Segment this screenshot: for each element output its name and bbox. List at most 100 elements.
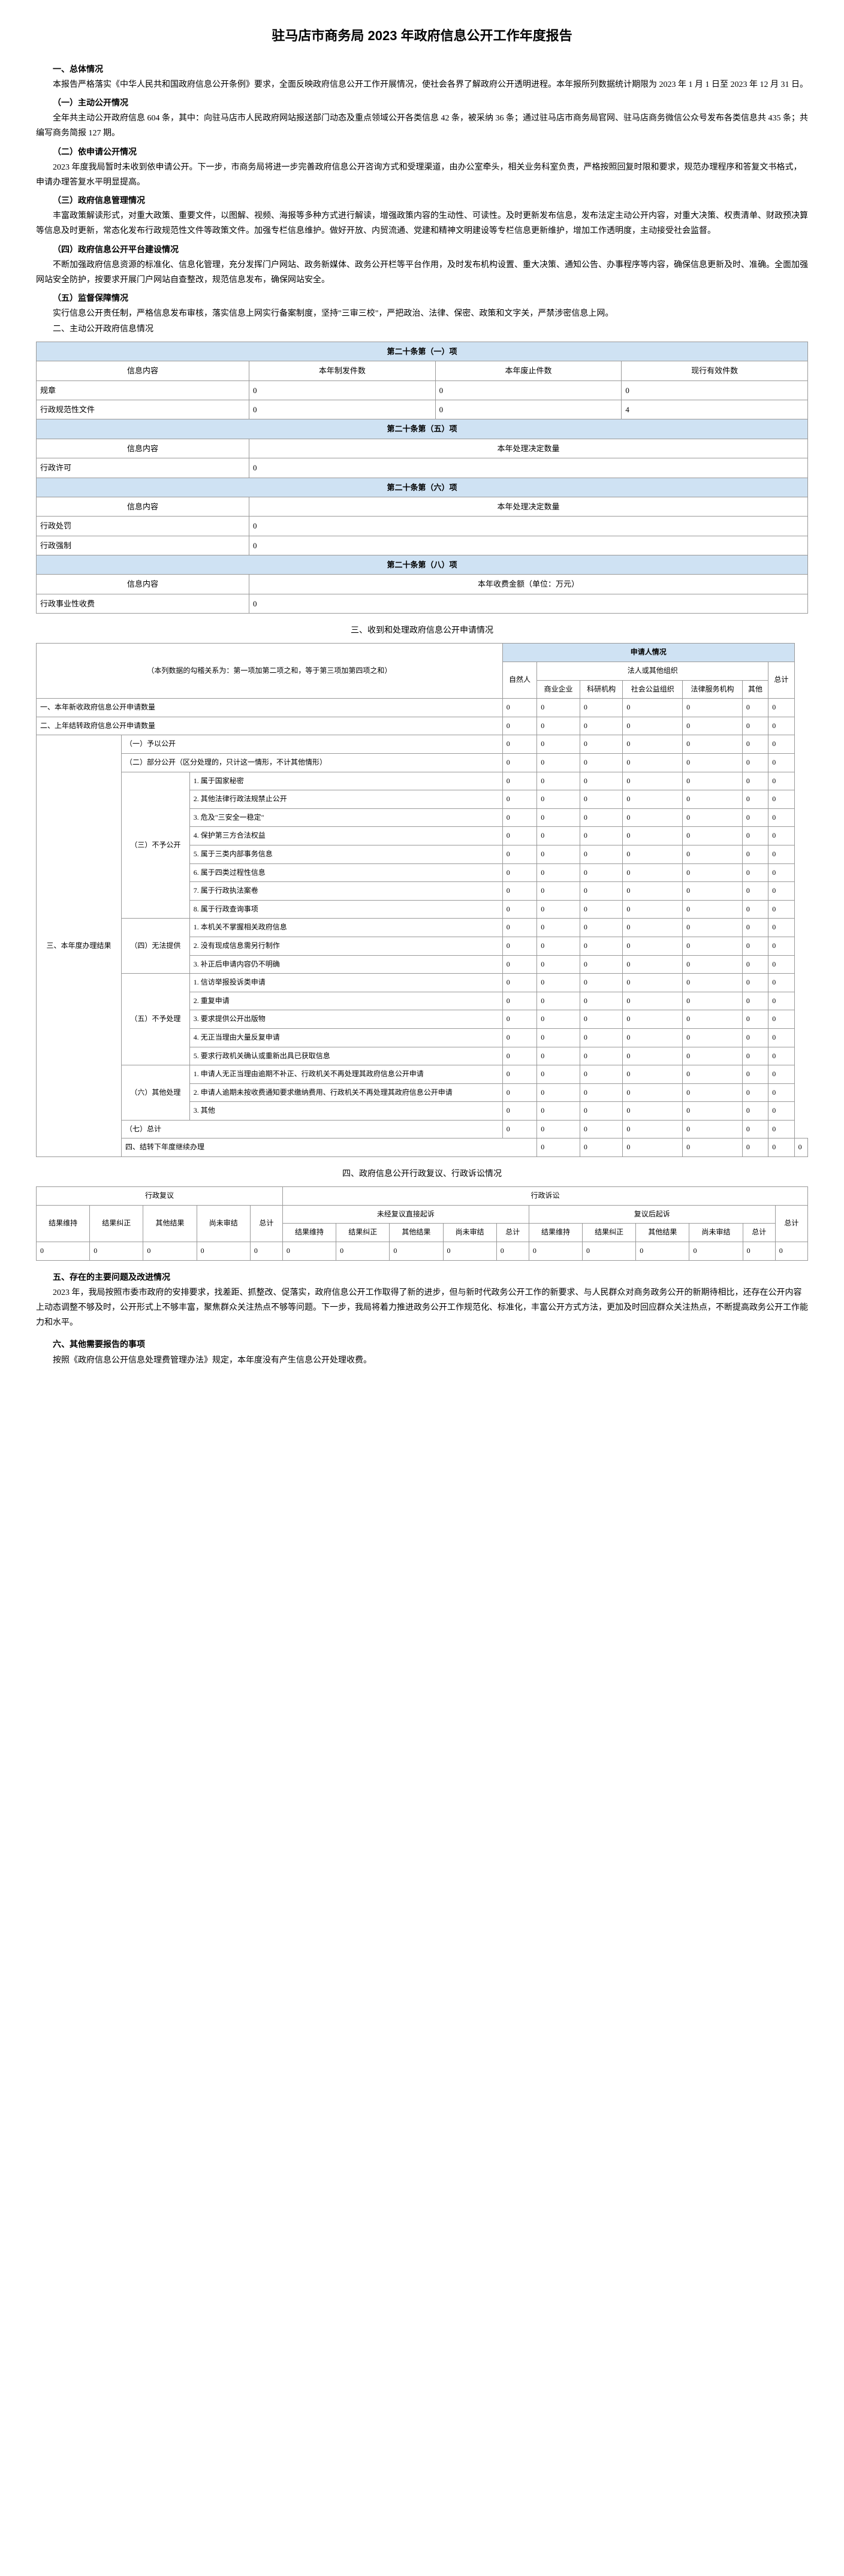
col-header: 法律服务机构 xyxy=(683,680,743,699)
col-header: 本年制发件数 xyxy=(249,361,436,380)
section-3-title: 三、收到和处理政府信息公开申请情况 xyxy=(36,623,808,638)
table-header: 第二十条第（八）项 xyxy=(37,555,808,575)
table-row: （六）其他处理1. 申请人无正当理由逾期不补正、行政机关不再处理其政府信息公开申… xyxy=(37,1065,808,1084)
row-label: 二、上年结转政府信息公开申请数量 xyxy=(37,717,503,735)
col-header: 结果维持 xyxy=(529,1224,582,1242)
row-label: 2. 申请人逾期未按收费通知要求缴纳费用、行政机关不再处理其政府信息公开申请 xyxy=(189,1083,502,1102)
row-label: 8. 属于行政查询事项 xyxy=(189,900,502,919)
row-label: 3. 要求提供公开出版物 xyxy=(189,1010,502,1029)
col-header: 结果纠正 xyxy=(583,1224,636,1242)
col-header: 本年处理决定数量 xyxy=(249,497,808,516)
row-label: 1. 申请人无正当理由逾期不补正、行政机关不再处理其政府信息公开申请 xyxy=(189,1065,502,1084)
row-label: 6. 属于四类过程性信息 xyxy=(189,863,502,882)
section-6-title: 六、其他需要报告的事项 xyxy=(36,1337,808,1352)
col-header: 信息内容 xyxy=(37,497,249,516)
table-row: （三）不予公开1. 属于国家秘密0000000 xyxy=(37,772,808,790)
subgroup-label: （五）不予处理 xyxy=(121,974,189,1065)
col-header: 信息内容 xyxy=(37,575,249,594)
row-label: 一、本年新收政府信息公开申请数量 xyxy=(37,699,503,717)
table-row: 规章000 xyxy=(37,380,808,400)
table-row: （七）总计0000000 xyxy=(37,1120,808,1138)
subsection-1-5-body: 实行信息公开责任制，严格信息发布审核，落实信息上网实行备案制度，坚持"三审三校"… xyxy=(36,306,808,321)
row-label: 2. 其他法律行政法规禁止公开 xyxy=(189,790,502,809)
table-row: （四）无法提供1. 本机关不掌握相关政府信息0000000 xyxy=(37,919,808,937)
subgroup-label: （六）其他处理 xyxy=(121,1065,189,1121)
col-header: 信息内容 xyxy=(37,439,249,458)
section-1-title: 一、总体情况 xyxy=(36,62,808,77)
row-label: （一）予以公开 xyxy=(121,735,502,754)
subsection-1-1-body: 全年共主动公开政府信息 604 条，其中：向驻马店市人民政府网站报送部门动态及重… xyxy=(36,111,808,141)
subgroup-label: （三）不予公开 xyxy=(121,772,189,919)
subsection-1-1-title: （一）主动公开情况 xyxy=(36,96,808,111)
col-header: 本年处理决定数量 xyxy=(249,439,808,458)
row-label: 2. 重复申请 xyxy=(189,992,502,1010)
section-2-title: 二、主动公开政府信息情况 xyxy=(36,322,808,337)
direct-header: 未经复议直接起诉 xyxy=(282,1205,529,1224)
col-header: 结果纠正 xyxy=(336,1224,390,1242)
col-header: 其他 xyxy=(742,680,768,699)
col-header: 总计 xyxy=(743,1224,775,1242)
col-header: 其他结果 xyxy=(143,1205,197,1242)
subsection-1-2-title: （二）依申请公开情况 xyxy=(36,145,808,160)
col-header: 尚未审结 xyxy=(443,1224,496,1242)
subsection-1-4-body: 不断加强政府信息资源的标准化、信息化管理，充分发挥门户网站、政务新媒体、政务公开… xyxy=(36,258,808,288)
table-row: 二、上年结转政府信息公开申请数量0000000 xyxy=(37,717,808,735)
section-4-title: 四、政府信息公开行政复议、行政诉讼情况 xyxy=(36,1167,808,1182)
section-5-body: 2023 年，我局按照市委市政府的安排要求，找差距、抓整改、促落实，政府信息公开… xyxy=(36,1285,808,1331)
row-label: 2. 没有现成信息需另行制作 xyxy=(189,937,502,955)
table-header: 第二十条第（六）项 xyxy=(37,478,808,497)
row-label: 5. 要求行政机关确认或重新出具已获取信息 xyxy=(189,1047,502,1065)
section-1-intro: 本报告严格落实《中华人民共和国政府信息公开条例》要求，全面反映政府信息公开工作开… xyxy=(36,77,808,92)
col-header: 总计 xyxy=(775,1205,807,1242)
table-applications: （本列数据的勾稽关系为：第一项加第二项之和，等于第三项加第四项之和） 申请人情况… xyxy=(36,643,808,1157)
col-header: 本年收费金额（单位：万元） xyxy=(249,575,808,594)
col-header: 结果维持 xyxy=(282,1224,336,1242)
col-header: 信息内容 xyxy=(37,361,249,380)
row-label: 1. 本机关不掌握相关政府信息 xyxy=(189,919,502,937)
col-header: 尚未审结 xyxy=(197,1205,250,1242)
col-header: 结果维持 xyxy=(37,1205,90,1242)
subsection-1-4-title: （四）政府信息公开平台建设情况 xyxy=(36,243,808,258)
row-label: （七）总计 xyxy=(121,1120,502,1138)
subsection-1-5-title: （五）监督保障情况 xyxy=(36,291,808,306)
col-header: 其他结果 xyxy=(636,1224,689,1242)
row-label: 7. 属于行政执法案卷 xyxy=(189,882,502,901)
after-header: 复议后起诉 xyxy=(529,1205,775,1224)
table-20-1: 第二十条第（一）项 信息内容 本年制发件数 本年废止件数 现行有效件数 规章00… xyxy=(36,342,808,614)
row-label: 1. 信访举报投诉类申请 xyxy=(189,974,502,992)
col-header: 自然人 xyxy=(502,662,536,699)
table-row: 一、本年新收政府信息公开申请数量0000000 xyxy=(37,699,808,717)
page-title: 驻马店市商务局 2023 年政府信息公开工作年度报告 xyxy=(36,24,808,48)
table-header: 第二十条第（一）项 xyxy=(37,342,808,361)
col-header: 本年废止件数 xyxy=(435,361,622,380)
table-row: （五）不予处理1. 信访举报投诉类申请0000000 xyxy=(37,974,808,992)
table-header: 第二十条第（五）项 xyxy=(37,419,808,439)
note-cell: （本列数据的勾稽关系为：第一项加第二项之和，等于第三项加第四项之和） xyxy=(37,644,503,699)
col-header: 总计 xyxy=(768,662,794,699)
section-5-title: 五、存在的主要问题及改进情况 xyxy=(36,1270,808,1285)
table-row: 三、本年度办理结果（一）予以公开0000000 xyxy=(37,735,808,754)
col-header: 社会公益组织 xyxy=(623,680,683,699)
applicant-header: 申请人情况 xyxy=(502,644,794,662)
row-label: 3. 危及"三安全一稳定" xyxy=(189,808,502,827)
subsection-1-3-title: （三）政府信息管理情况 xyxy=(36,194,808,209)
ss-header: 行政诉讼 xyxy=(282,1187,807,1206)
row-label: 四、结转下年度继续办理 xyxy=(121,1138,536,1157)
table-row: 行政规范性文件004 xyxy=(37,400,808,419)
subgroup-label: （四）无法提供 xyxy=(121,919,189,974)
table-row: 行政许可0 xyxy=(37,458,808,478)
row-label: （二）部分公开（区分处理的，只计这一情形，不计其他情形） xyxy=(121,754,502,772)
table-row: 00000 00000 00000 0 xyxy=(37,1242,808,1261)
col-header: 结果纠正 xyxy=(90,1205,143,1242)
row-label: 3. 补正后申请内容仍不明确 xyxy=(189,955,502,974)
col-header: 总计 xyxy=(496,1224,529,1242)
row-label: 4. 无正当理由大量反复申请 xyxy=(189,1028,502,1047)
legal-header: 法人或其他组织 xyxy=(537,662,768,681)
col-header: 其他结果 xyxy=(390,1224,443,1242)
table-row: （二）部分公开（区分处理的，只计这一情形，不计其他情形）0000000 xyxy=(37,754,808,772)
row-label: 1. 属于国家秘密 xyxy=(189,772,502,790)
col-header: 现行有效件数 xyxy=(622,361,808,380)
col-header: 总计 xyxy=(250,1205,282,1242)
table-row: 行政处罚0 xyxy=(37,517,808,536)
fy-header: 行政复议 xyxy=(37,1187,283,1206)
